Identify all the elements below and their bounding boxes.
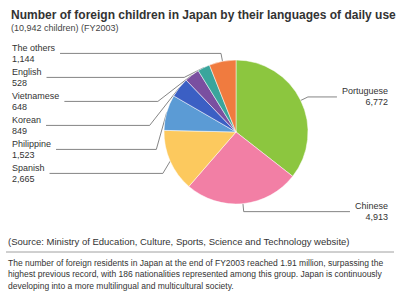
svg-text:Philippine: Philippine (12, 139, 51, 149)
svg-text:Number of foreign children in: Number of foreign children in Japan by t… (11, 8, 396, 22)
svg-text:(Source: Ministry of Education: (Source: Ministry of Education, Culture,… (8, 236, 349, 247)
svg-text:6,772: 6,772 (365, 97, 388, 107)
svg-text:English: English (12, 67, 42, 77)
svg-text:528: 528 (12, 78, 27, 88)
svg-text:Vietnamese: Vietnamese (12, 91, 59, 101)
svg-text:Chinese: Chinese (355, 201, 388, 211)
svg-text:648: 648 (12, 102, 27, 112)
svg-text:1,523: 1,523 (12, 150, 35, 160)
svg-text:developing into a more multili: developing into a more multilingual and … (8, 281, 234, 291)
svg-text:Spanish: Spanish (12, 163, 45, 173)
svg-text:The others: The others (12, 43, 56, 53)
svg-text:highest previous record, with: highest previous record, with 186 nation… (8, 269, 384, 279)
svg-text:849: 849 (12, 126, 27, 136)
svg-text:The number of foreign resident: The number of foreign residents in Japan… (8, 258, 386, 268)
svg-text:Portuguese: Portuguese (342, 86, 388, 96)
svg-text:2,665: 2,665 (12, 174, 35, 184)
svg-text:Korean: Korean (12, 115, 41, 125)
svg-text:1,144: 1,144 (12, 54, 35, 64)
svg-text:4,913: 4,913 (365, 212, 388, 222)
svg-text:(10,942 children) (FY2003): (10,942 children) (FY2003) (11, 23, 119, 33)
